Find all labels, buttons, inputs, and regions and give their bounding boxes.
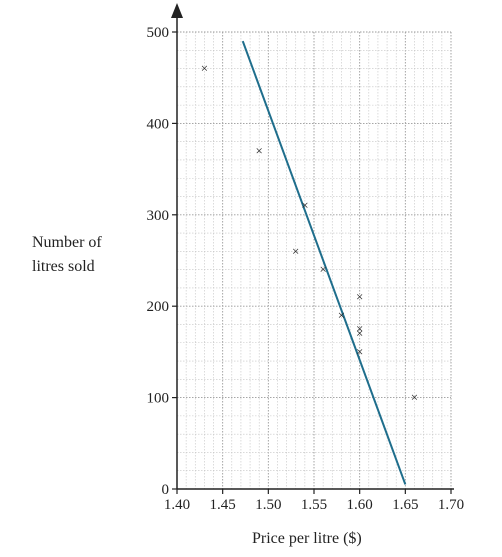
x-tick-label: 1.45 [210, 497, 236, 513]
ticks: 1.40 1.45 1.50 1.55 1.60 1.65 1.70 0 100 200 300 40… [147, 25, 465, 513]
y-tick-label: 0 [162, 482, 170, 498]
data-point: × [356, 326, 363, 341]
x-tick-label: 1.65 [392, 497, 418, 513]
data-point: × [292, 243, 299, 258]
data-point: × [356, 344, 363, 359]
y-axis-arrow-icon [171, 3, 183, 18]
x-tick-label: 1.40 [164, 497, 190, 513]
y-tick-label: 400 [147, 116, 170, 132]
data-point: × [356, 289, 363, 304]
x-axis-label: Price per litre ($) [252, 530, 362, 547]
y-axis-label-line-1: Number of [32, 234, 102, 251]
grid [176, 31, 452, 490]
data-point: × [356, 321, 363, 336]
x-tick-label: 1.60 [347, 497, 373, 513]
data-point: × [256, 143, 263, 158]
y-tick-label: 200 [147, 299, 170, 315]
x-tick-label: 1.70 [438, 497, 464, 513]
y-tick-label: 300 [147, 208, 170, 224]
data-point: × [411, 390, 418, 405]
y-axis-label-line-2: litres sold [32, 258, 95, 275]
trend-line [241, 40, 407, 485]
x-tick-label: 1.50 [255, 497, 281, 513]
y-tick-label: 100 [147, 391, 170, 407]
data-point: × [201, 61, 208, 76]
trend-line-group [241, 40, 407, 485]
x-tick-label: 1.55 [301, 497, 327, 513]
data-point: × [301, 198, 308, 213]
points-group: ××××××××××× [201, 61, 418, 405]
data-point: × [319, 262, 326, 277]
data-point: × [338, 307, 345, 322]
y-tick-label: 500 [147, 25, 170, 41]
